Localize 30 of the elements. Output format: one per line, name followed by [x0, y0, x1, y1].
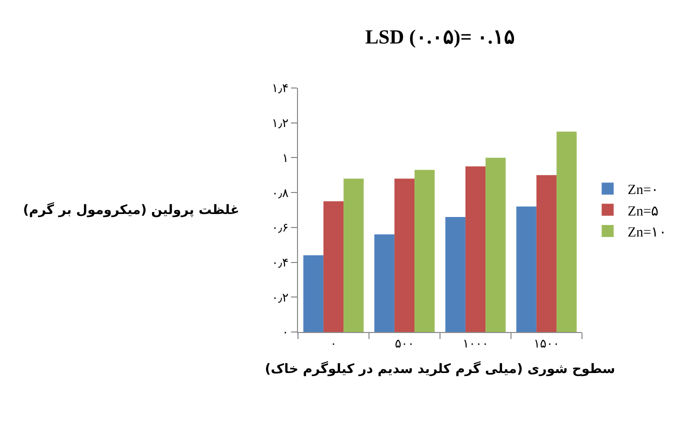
- y-axis-title: غلظت پرولین (میکرومول بر گرم): [23, 202, 240, 218]
- y-tick-label: ۰٫۸: [272, 186, 290, 200]
- y-tick-label: ۰٫۶: [272, 220, 289, 235]
- x-tick-label: ۱۰۰۰: [462, 336, 488, 350]
- x-tick-label: ۰: [330, 336, 337, 350]
- bar: [445, 216, 466, 332]
- x-axis-title: سطوح شوری (میلی گرم کلرید سدیم در کیلوگرم خاک): [264, 361, 616, 377]
- bar: [394, 178, 415, 332]
- chart-title: LSD (۰.۰۵)= ۰.۱۵: [365, 26, 515, 49]
- x-tick-label: ۱۵۰۰: [534, 336, 560, 350]
- bar: [323, 201, 344, 332]
- legend-label: Zn=۱۰: [628, 225, 668, 240]
- bar: [486, 158, 506, 332]
- y-tick-label: ۰٫۴: [272, 255, 289, 270]
- legend-label: Zn=۵: [628, 204, 660, 220]
- legend-label: Zn=۰: [628, 183, 660, 198]
- bar: [374, 234, 394, 332]
- bar: [303, 255, 324, 332]
- y-tick-label: ۰٫۲: [272, 290, 289, 304]
- y-tick-label: ۱٫۲: [272, 116, 289, 130]
- bar: [556, 132, 577, 332]
- bar: [465, 166, 486, 332]
- bar: [414, 170, 435, 332]
- x-tick-label: ۵۰۰: [394, 336, 414, 350]
- bar: [344, 178, 364, 332]
- bar: [536, 175, 557, 332]
- y-tick-label: ۰: [282, 325, 289, 340]
- bar: [516, 206, 536, 332]
- y-tick-label: ۱٫۴: [272, 81, 289, 96]
- y-tick-label: ۱: [282, 150, 289, 165]
